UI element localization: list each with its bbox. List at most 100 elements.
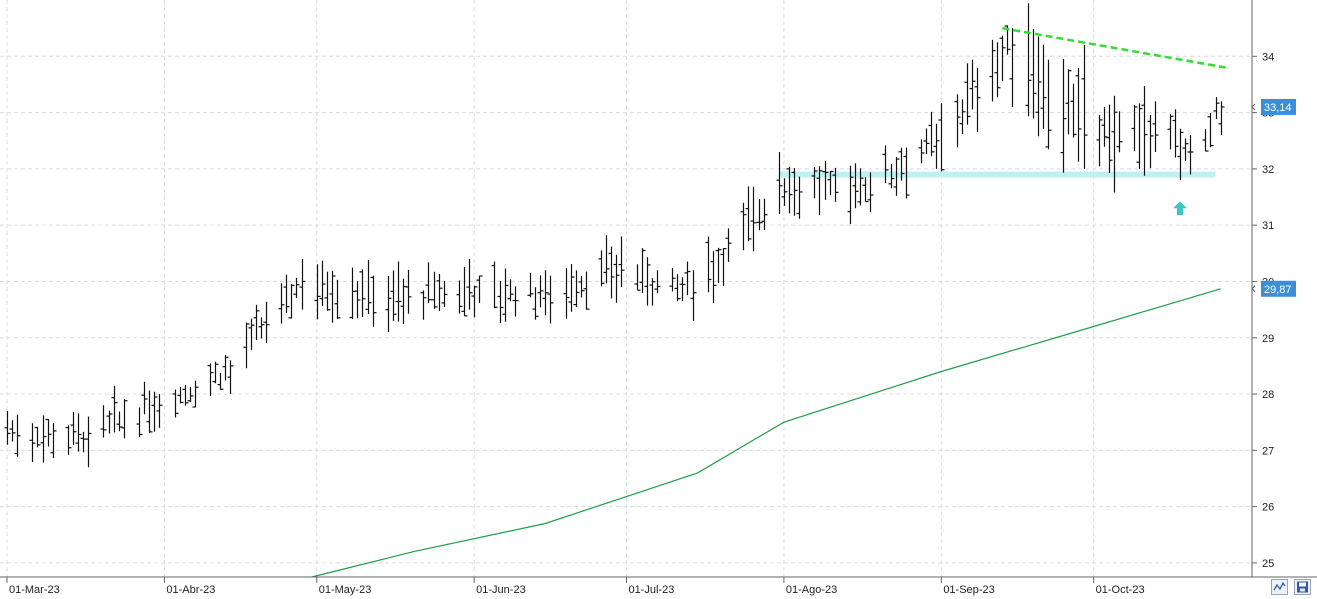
ohlc-bar [761, 198, 768, 230]
ohlc-bar [832, 167, 839, 202]
ohlc-bar [395, 261, 402, 322]
ohlc-bar [1213, 97, 1220, 119]
ohlc-bar [50, 422, 57, 459]
ohlc-bar [816, 166, 823, 215]
ohlc-bar [207, 363, 214, 397]
ohlc-bar [146, 390, 153, 433]
ohlc-bar [613, 254, 620, 303]
x-tick-label: 01-Abr-23 [166, 584, 215, 596]
ohlc-bar [882, 145, 889, 184]
ohlc-bar [390, 270, 397, 321]
ohlc-bar [547, 275, 554, 324]
ohlc-bar [888, 163, 895, 189]
ohlc-bar [862, 177, 869, 203]
y-tick-label: 26 [1262, 502, 1274, 514]
ohlc-bar [568, 264, 575, 312]
ohlc-bar [151, 391, 158, 432]
ohlc-bar [258, 317, 265, 339]
ohlc-bar [598, 250, 605, 287]
price-tag-pointer [1251, 103, 1256, 111]
ohlc-bar [70, 412, 77, 445]
ohlc-bar [578, 276, 585, 298]
ohlc-bar [964, 63, 971, 125]
zigzag-icon [1273, 581, 1286, 591]
y-tick-label: 25 [1262, 558, 1274, 570]
x-tick-label: 01-Jun-23 [476, 584, 526, 596]
ohlc-bar [278, 283, 285, 324]
ohlc-bar [928, 111, 935, 157]
ohlc-bar [933, 123, 940, 169]
ohlc-bar [710, 251, 717, 304]
ohlc-bar [989, 39, 996, 102]
ohlc-bar [954, 94, 961, 148]
ohlc-bar [537, 275, 544, 308]
ohlc-bar [365, 259, 372, 315]
ohlc-bar [1096, 115, 1103, 167]
price-tag-box [1261, 98, 1296, 115]
ohlc-bar [4, 410, 11, 445]
ohlc-bar [212, 361, 219, 384]
ohlc-bar [725, 228, 732, 262]
ohlc-bar [177, 387, 184, 404]
ohlc-bar [923, 128, 930, 154]
x-tick-label: 01-Oct-23 [1096, 584, 1145, 596]
ohlc-bar [217, 372, 224, 390]
ohlc-bar [573, 270, 580, 308]
ohlc-bar [898, 147, 905, 181]
ohlc-bar [1207, 112, 1214, 148]
ohlc-bar [512, 286, 519, 317]
ohlc-bar [720, 247, 727, 286]
ohlc-bar [1025, 3, 1032, 117]
ohlc-bar [420, 290, 427, 320]
ohlc-bar [75, 413, 82, 452]
zoom-button[interactable] [1271, 579, 1288, 595]
ohlc-bar [1081, 45, 1088, 169]
ohlc-bar [471, 285, 478, 318]
ohlc-bar [182, 385, 189, 406]
arrow-up-marker [1173, 201, 1187, 216]
x-tick-label: 01-May-23 [319, 584, 372, 596]
ohlc-bar [1009, 28, 1016, 107]
ohlc-bar [324, 271, 331, 311]
ohlc-bar [618, 236, 625, 288]
ohlc-bar [466, 258, 473, 310]
ohlc-bar [1045, 59, 1052, 150]
ohlc-bar [1116, 111, 1123, 153]
ohlc-bar [776, 151, 783, 214]
ohlc-bar [1131, 104, 1138, 152]
ohlc-bar [1167, 114, 1174, 150]
ohlc-bar [811, 166, 818, 199]
ohlc-bar [918, 139, 925, 164]
ohlc-bar [1218, 101, 1225, 136]
ohlc-bar [192, 380, 199, 408]
ohlc-bar [45, 418, 52, 447]
ohlc-bar [100, 405, 107, 438]
ohlc-bar [583, 271, 590, 310]
ohlc-bar [263, 301, 270, 343]
ohlc-bar [608, 246, 615, 299]
ohlc-bar [532, 287, 539, 320]
ohlc-bar [497, 280, 504, 324]
ohlc-bar [334, 279, 341, 320]
ohlc-bar [690, 270, 697, 321]
ohlc-bar [9, 420, 16, 442]
ohlc-bar [136, 407, 143, 438]
grid-lines [0, 0, 1252, 577]
ohlc-bar [116, 411, 123, 432]
ohlc-bar [847, 165, 854, 225]
ohlc-bar [29, 423, 36, 463]
ohlc-bar [674, 274, 681, 302]
save-button[interactable] [1294, 579, 1311, 595]
ohlc-bar [542, 270, 549, 316]
ohlc-bar [603, 235, 610, 284]
ohlc-bar [756, 199, 763, 231]
ohlc-bar [491, 261, 498, 309]
ohlc-bar [679, 277, 686, 302]
ohlc-bar [436, 273, 443, 311]
price-tag-pointer [1251, 285, 1256, 293]
ohlc-bar [750, 186, 757, 252]
ohlc-bar [634, 264, 641, 291]
ohlc-bar [999, 35, 1006, 82]
ohlc-bar [283, 274, 290, 314]
moving-average-line [311, 288, 1221, 578]
